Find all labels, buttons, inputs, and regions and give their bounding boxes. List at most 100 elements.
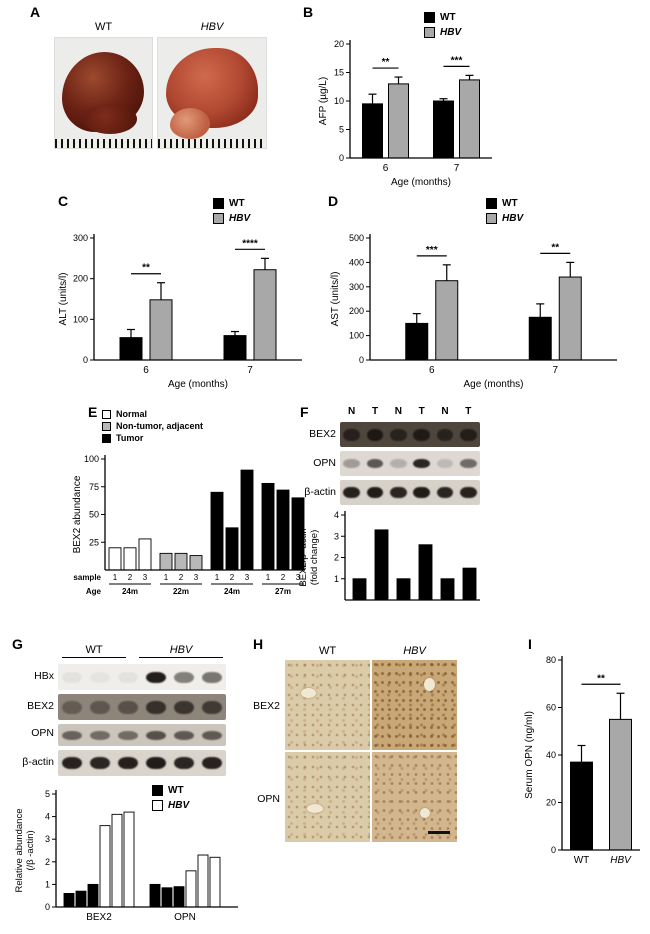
blot-band (117, 671, 139, 683)
blot-band (89, 671, 111, 683)
x-category-label: 6 (383, 163, 389, 174)
y-axis-title: (/β -actin) (25, 830, 36, 870)
chart-serum-opn: WT HBV 0 20 40 60 80 Serum OPN (ng/ml) ** (524, 655, 640, 866)
bar (108, 547, 122, 571)
panel-e-letter: E (88, 404, 98, 420)
sample-number: 2 (128, 573, 133, 582)
bar (189, 555, 203, 571)
sample-number: 2 (281, 573, 286, 582)
bar (63, 892, 75, 908)
bar (119, 337, 143, 361)
bar (161, 887, 173, 908)
bar (462, 567, 477, 601)
hbv-swatch (152, 800, 163, 811)
panel-b-letter: B (303, 4, 314, 20)
blot-band (459, 428, 477, 441)
hbv-legend-label: HBV (502, 213, 524, 224)
blot-band (436, 459, 454, 468)
blot-band (201, 757, 223, 769)
chart-bex2-fold-change: 1 2 3 4 BEX2/β -actin (fold change) (298, 510, 480, 601)
wt-legend-label: WT (229, 198, 245, 209)
bar (240, 469, 254, 571)
age-group-label: 27m (275, 587, 291, 596)
legend-item-wt: WT (486, 198, 523, 209)
panel-d-letter: D (328, 193, 339, 209)
blot-band (145, 757, 167, 769)
normal-legend-label: Normal (116, 409, 148, 419)
blot-band (173, 671, 195, 683)
x-category-label: 6 (429, 365, 435, 376)
significance-stars: ** (551, 242, 559, 253)
legend-item-nontumor: Non-tumor, adjacent (102, 421, 203, 431)
bar (276, 489, 290, 571)
y-axis-title: ALT (units/l) (58, 273, 69, 326)
x-group-label: BEX2 (86, 912, 112, 923)
wt-swatch (424, 12, 435, 23)
y-tick-label: 20 (546, 798, 556, 808)
wt-legend-label: WT (440, 12, 456, 23)
lane-header: T (418, 406, 425, 417)
sample-number: 3 (143, 573, 148, 582)
chart-ast: 6 7 0 100 200 300 400 500 AST (units/l) Age (mont… (330, 233, 617, 390)
hbv-swatch (213, 213, 224, 224)
lane-headers: N T N T N T (340, 406, 480, 417)
scale-bar (428, 831, 450, 834)
legend-relative-abundance: WT HBV (152, 785, 189, 811)
bar (253, 269, 277, 361)
blot-band (413, 428, 431, 441)
blot-row-label-hbx: HBx (34, 670, 54, 682)
bar (210, 491, 224, 571)
ihc-image-opn-hbv (372, 752, 457, 842)
hbv-legend-label: HBV (168, 800, 190, 811)
panel-h-letter: H (253, 636, 264, 652)
bar (374, 529, 389, 601)
wt-swatch (486, 198, 497, 209)
lane-header: T (465, 406, 472, 417)
western-blot-opn (340, 451, 480, 476)
blot-band (343, 487, 361, 498)
ihc-row-label-bex2: BEX2 (253, 700, 280, 712)
ihc-image-bex2-hbv (372, 660, 457, 750)
significance-stars: ** (142, 263, 150, 274)
x-group-label: OPN (174, 912, 196, 923)
y-tick-label: 0 (339, 153, 344, 163)
sample-number: 2 (230, 573, 235, 582)
blot-band (413, 459, 431, 468)
x-category-label: 7 (454, 163, 460, 174)
sample-number: 3 (245, 573, 250, 582)
hbv-legend-label: HBV (440, 27, 462, 38)
sample-number: 1 (266, 573, 271, 582)
y-tick-label: 0 (551, 845, 556, 855)
y-tick-label: 4 (334, 510, 339, 520)
bar (123, 547, 137, 571)
bar (570, 761, 593, 851)
legend-item-wt: WT (424, 12, 461, 23)
y-axis-title: AST (units/l) (330, 272, 341, 327)
legend-item-hbv: HBV (486, 213, 523, 224)
y-tick-label: 25 (89, 537, 99, 547)
western-blot-bactin (340, 480, 480, 505)
bar (149, 883, 161, 908)
y-tick-label: 5 (339, 125, 344, 135)
sample-number: 1 (113, 573, 118, 582)
sample-number: 3 (296, 573, 301, 582)
y-tick-label: 75 (89, 482, 99, 492)
y-axis-title: AFP (µg/L) (318, 77, 329, 125)
blot-band (459, 459, 477, 468)
western-blot-opn (58, 724, 226, 746)
tumor-legend-label: Tumor (116, 433, 144, 443)
bar (609, 718, 632, 851)
blot-band (173, 700, 195, 714)
wt-swatch (213, 198, 224, 209)
hbv-legend-label: HBV (229, 213, 251, 224)
sample-number: 3 (194, 573, 199, 582)
liver-photo-wt (55, 38, 152, 148)
y-tick-label: 1 (334, 574, 339, 584)
y-tick-label: 200 (349, 306, 364, 316)
y-axis-title: Serum OPN (ng/ml) (524, 711, 535, 799)
blot-band (61, 730, 83, 740)
blot-band (366, 428, 384, 441)
nontumor-swatch (102, 421, 111, 431)
